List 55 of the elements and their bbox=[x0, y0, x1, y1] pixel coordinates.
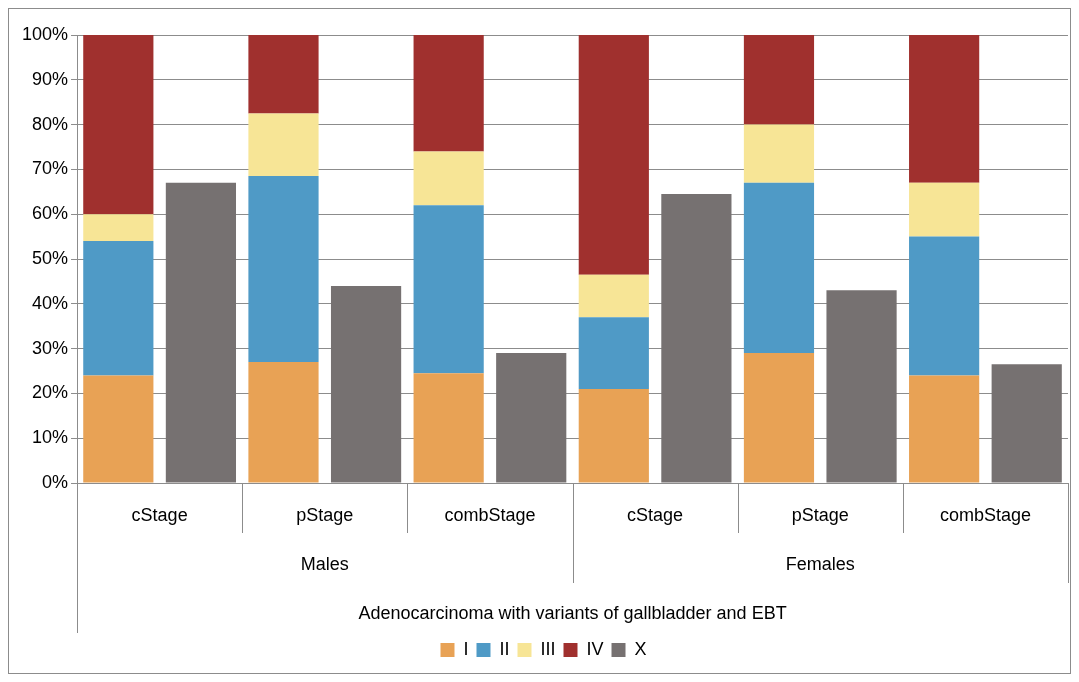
bar bbox=[496, 353, 567, 483]
y-tick-label: 90% bbox=[32, 68, 69, 89]
y-tick-label: 50% bbox=[32, 247, 69, 268]
x-tick-label: combStage bbox=[939, 504, 1031, 525]
legend-label: X bbox=[634, 638, 647, 659]
bar bbox=[578, 35, 649, 275]
y-tick-label: 70% bbox=[32, 158, 69, 179]
bar bbox=[578, 274, 649, 318]
bar bbox=[909, 375, 980, 483]
text: Females bbox=[785, 553, 855, 574]
bar bbox=[909, 236, 980, 376]
y-tick-label: 0% bbox=[42, 471, 69, 492]
bar bbox=[248, 176, 319, 363]
bar bbox=[991, 364, 1062, 483]
bar bbox=[413, 373, 484, 483]
bar bbox=[83, 35, 154, 215]
legend-label: II bbox=[499, 638, 510, 659]
bar bbox=[743, 35, 815, 125]
bar bbox=[909, 182, 980, 237]
bar bbox=[165, 182, 236, 483]
bar bbox=[743, 124, 815, 183]
y-tick-label: 80% bbox=[32, 113, 69, 134]
bar bbox=[248, 35, 319, 114]
bar bbox=[578, 317, 649, 389]
y-tick-label: 60% bbox=[32, 203, 69, 224]
legend-label: III bbox=[540, 638, 556, 659]
bar bbox=[743, 353, 815, 483]
x-tick-label: cStage bbox=[131, 504, 188, 525]
legend-label: IV bbox=[586, 638, 604, 659]
bar bbox=[330, 285, 402, 483]
x-tick-label: cStage bbox=[627, 504, 684, 525]
bar bbox=[248, 362, 319, 483]
bar bbox=[661, 194, 732, 483]
x-tick-label: combStage bbox=[444, 504, 536, 525]
bar bbox=[83, 214, 154, 242]
bar bbox=[413, 35, 484, 152]
bar bbox=[909, 35, 980, 183]
bar bbox=[743, 182, 815, 354]
y-tick-label: 20% bbox=[32, 382, 69, 403]
y-tick-label: 100% bbox=[21, 23, 69, 44]
x-axis-title: Adenocarcinoma with variants of gallbladder and EBT bbox=[358, 602, 787, 623]
x-tick-label: pStage bbox=[296, 504, 354, 525]
bar bbox=[248, 113, 319, 177]
bar bbox=[578, 388, 649, 483]
bar bbox=[83, 241, 154, 376]
bar bbox=[826, 290, 897, 483]
bar bbox=[83, 375, 154, 483]
legend-label: I bbox=[463, 638, 469, 659]
y-tick-label: 40% bbox=[32, 292, 69, 313]
y-tick-label: 30% bbox=[32, 337, 69, 358]
x-tick-label: pStage bbox=[791, 504, 849, 525]
bar bbox=[413, 205, 484, 374]
y-tick-label: 10% bbox=[32, 427, 69, 448]
bar bbox=[413, 151, 484, 206]
text: Males bbox=[300, 553, 349, 574]
